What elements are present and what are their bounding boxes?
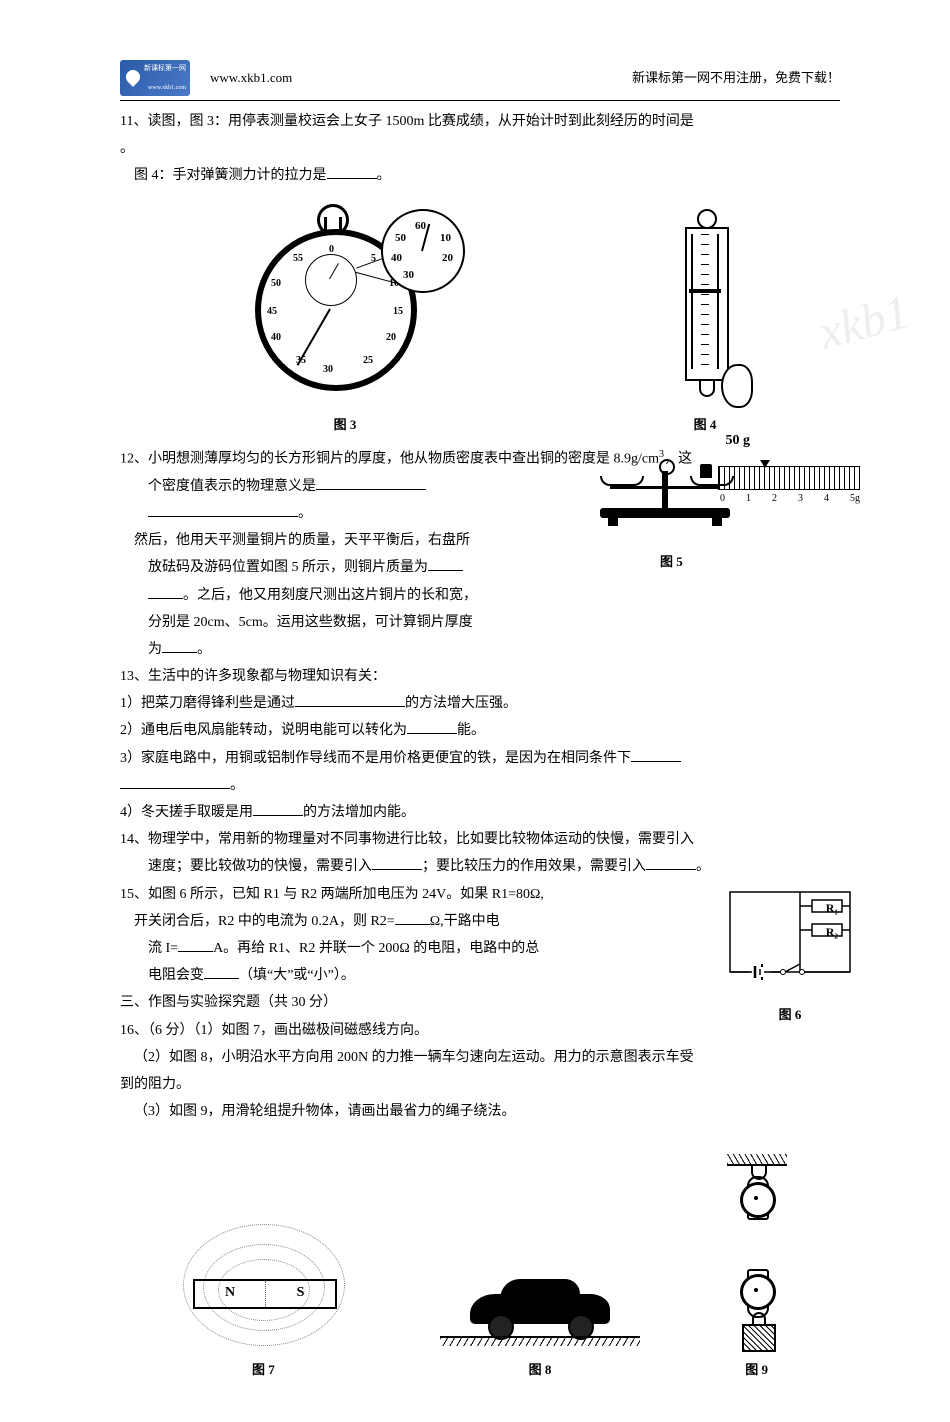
q12-line5: 放砝码及游码位置如图 5 所示，则铜片质量为 — [120, 555, 568, 580]
q16-line2b: 到的阻力。 — [120, 1072, 840, 1097]
fig7-caption: 图 7 — [153, 1358, 373, 1381]
q15-line3: 流 I=A。再给 R1、R2 并联一个 200Ω 的电阻，电路中的总 — [120, 936, 688, 961]
q11-line2: 图 4：手对弹簧测力计的拉力是。 — [120, 163, 840, 188]
q15-line2: 开关闭合后，R2 中的电流为 0.2A，则 R2=Ω,干路中电 — [120, 909, 674, 934]
q13-p3b: 。 — [120, 773, 840, 798]
figure-3: 0 5 10 15 20 25 30 35 40 45 50 55 — [225, 199, 465, 436]
q13-p1: 1）把菜刀磨得锋利些是通过的方法增大压强。 — [120, 691, 840, 716]
figure-4: 图 4 — [675, 209, 735, 436]
header-url: www.xkb1.com — [210, 66, 292, 89]
q16-line3: （3）如图 9，用滑轮组提升物体，请画出最省力的绳子绕法。 — [120, 1099, 840, 1124]
q12-line8: 为。 — [120, 637, 840, 662]
fig5-caption: 图 5 — [660, 550, 683, 573]
site-logo: 新课标第一网 www.xkb1.com — [120, 60, 190, 96]
q16-line2: （2）如图 8，小明沿水平方向用 200N 的力推一辆车匀速向左运动。用力的示意… — [120, 1045, 840, 1070]
figure-9: 图 9 — [707, 1154, 807, 1381]
q11-line1: 11、读图，图 3：用停表测量校运会上女子 1500m 比赛成绩，从开始计时到此… — [120, 109, 840, 134]
fig6-caption: 图 6 — [720, 1003, 860, 1026]
q11-end: 。 — [120, 136, 840, 161]
fig3-caption: 图 3 — [225, 413, 465, 436]
figure-7: N S 图 7 — [153, 1194, 373, 1381]
q12-line4: 然后，他用天平测量铜片的质量，天平平衡后，右盘所 — [120, 528, 554, 553]
q13-p4: 4）冬天搓手取暖是用的方法增加内能。 — [120, 800, 840, 825]
figure-row-3-4: 0 5 10 15 20 25 30 35 40 45 50 55 — [120, 199, 840, 436]
q12-line7: 分别是 20cm、5cm。运用这些数据，可计算铜片厚度 — [120, 610, 568, 635]
q14-line1: 14、物理学中，常用新的物理量对不同事物进行比较，比如要比较物体运动的快慢，需要… — [120, 827, 840, 852]
q14-line2: 速度；要比较做功的快慢，需要引入；要比较压力的作用效果，需要引入。 — [120, 854, 840, 879]
q12-line6: 。之后，他又用刻度尺测出这片铜片的长和宽， — [120, 583, 568, 608]
header-tagline: 新课标第一网不用注册，免费下载！ — [632, 66, 840, 89]
fig8-caption: 图 8 — [440, 1358, 640, 1381]
q15-line4: 电阻会变（填“大”或“小”）。 — [120, 963, 688, 988]
figure-5: 50 g 0 1 2 3 4 5g 图 5 — [600, 446, 860, 576]
fig9-caption: 图 9 — [707, 1358, 807, 1381]
q13-p3: 3）家庭电路中，用铜或铝制作导线而不是用价格更便宜的铁，是因为在相同条件下 — [120, 746, 840, 771]
q13-head: 13、生活中的许多现象都与物理知识有关： — [120, 664, 840, 689]
figure-6: R₁ R₂ 图 6 — [720, 882, 860, 992]
figure-row-7-8-9: N S 图 7 图 8 — [120, 1154, 840, 1381]
page-header: 新课标第一网 www.xkb1.com www.xkb1.com 新课标第一网不… — [120, 60, 840, 101]
q13-p2: 2）通电后电风扇能转动，说明电能可以转化为能。 — [120, 718, 840, 743]
q15-line1: 15、如图 6 所示，已知 R1 与 R2 两端所加电压为 24V。如果 R1=… — [120, 882, 660, 907]
figure-8: 图 8 — [440, 1254, 640, 1381]
